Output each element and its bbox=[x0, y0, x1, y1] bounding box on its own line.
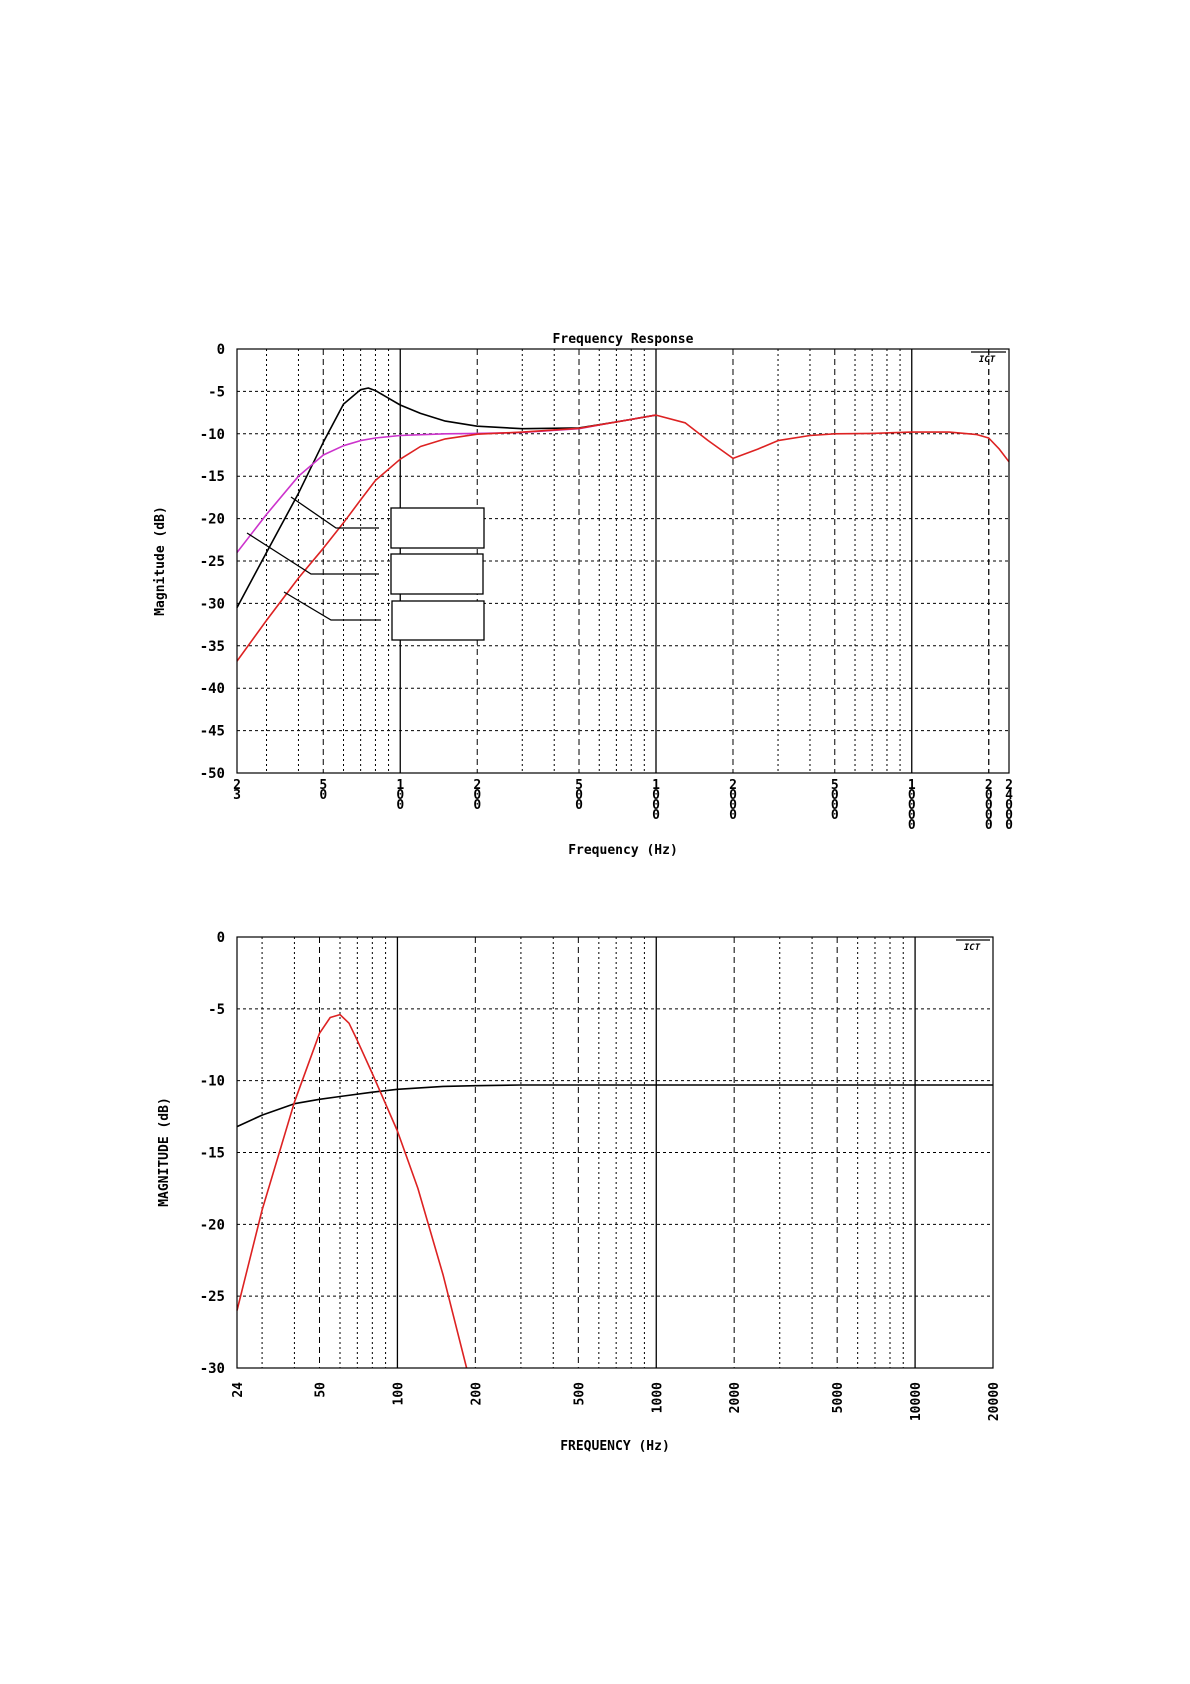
chart1-y-axis-label: Magnitude (dB) bbox=[153, 506, 168, 616]
chart1-plot-frame bbox=[236, 348, 1010, 774]
y-tick-label: -30 bbox=[200, 596, 225, 612]
chart2-series bbox=[236, 1013, 993, 1369]
chart2-y-tick-labels: 0 -5 -10 -15 -20 -25 -30 bbox=[200, 930, 225, 1377]
chart2-x-tick-labels: 24 50 100 200 500 1000 2000 5000 10000 20000 bbox=[231, 1382, 1002, 1421]
series-line-2 bbox=[236, 1013, 468, 1369]
callout-box bbox=[390, 553, 484, 595]
series-line-3 bbox=[236, 414, 1010, 662]
y-tick-label: -15 bbox=[200, 469, 225, 485]
x-tick-label: 200 bbox=[469, 1382, 484, 1406]
chart1-grid bbox=[237, 349, 1009, 773]
y-tick-label: -10 bbox=[200, 1074, 225, 1090]
y-tick-label: -50 bbox=[200, 766, 225, 782]
chart1-y-tick-labels: 0 -5 -10 -15 -20 -25 -30 -35 -40 -45 -50 bbox=[200, 342, 225, 782]
y-tick-label: 0 bbox=[217, 930, 225, 946]
chart1-x-axis-label: Frequency (Hz) bbox=[568, 843, 678, 858]
chart1-series bbox=[236, 387, 1010, 662]
y-tick-label: -5 bbox=[208, 1002, 225, 1018]
y-tick-label: -5 bbox=[208, 384, 225, 400]
x-tick-label: 24 bbox=[231, 1382, 246, 1398]
x-tick-label: 500 bbox=[572, 1382, 587, 1406]
callout-leader-line bbox=[283, 591, 381, 621]
callout-box bbox=[391, 600, 485, 641]
x-tick-label: 20000 bbox=[987, 1382, 1002, 1421]
y-tick-label: -20 bbox=[200, 1217, 225, 1233]
y-tick-label: -40 bbox=[200, 681, 225, 697]
series-line-1 bbox=[236, 387, 657, 608]
callout-leader-line bbox=[290, 496, 379, 529]
chart1-logo-icon: ICT bbox=[971, 351, 1006, 365]
x-tick-label: 50 bbox=[314, 1382, 329, 1398]
chart2-y-axis-label: MAGNITUDE (dB) bbox=[157, 1097, 172, 1207]
chart1-x-tick-labels: 2 3 5 0 1 0 0 2 0 0 5 0 0 1 0 0 0 2 0 0 0 5 0 0 0 1 0 0 0 0 2 0 0 0 0 2 4 0 0 0 bbox=[233, 778, 1013, 833]
frequency-response-chart-2: 0 -5 -10 -15 -20 -25 -30 24 50 100 200 500 1000 2000… bbox=[157, 930, 1002, 1454]
svg-text:ICT: ICT bbox=[964, 943, 981, 953]
svg-text:ICT: ICT bbox=[979, 355, 996, 365]
y-tick-label: -15 bbox=[200, 1146, 225, 1162]
frequency-response-chart-1: 0 -5 -10 -15 -20 -25 -30 -35 -40 -45 -50 2 3 5 0 1 0 0 2 0… bbox=[153, 332, 1013, 858]
chart2-logo-icon: ICT bbox=[956, 939, 990, 953]
series-line-1 bbox=[236, 1084, 993, 1128]
chart2-plot-frame bbox=[236, 936, 994, 1369]
chart1-title: Frequency Response bbox=[553, 332, 694, 347]
chart2-x-axis-label: FREQUENCY (Hz) bbox=[560, 1439, 670, 1454]
y-tick-label: -35 bbox=[200, 639, 225, 655]
x-tick-label: 1000 bbox=[650, 1382, 665, 1413]
chart1-legend-callouts bbox=[246, 496, 485, 641]
y-tick-label: 0 bbox=[217, 342, 225, 358]
y-tick-label: -20 bbox=[200, 512, 225, 528]
y-tick-label: -25 bbox=[200, 1289, 225, 1305]
chart2-grid bbox=[237, 937, 993, 1368]
y-tick-label: -30 bbox=[200, 1361, 225, 1377]
callout-box bbox=[390, 507, 485, 549]
x-tick-label: 100 bbox=[391, 1382, 406, 1406]
y-tick-label: -10 bbox=[200, 427, 225, 443]
x-tick-label: 2000 bbox=[728, 1382, 743, 1413]
y-tick-label: -45 bbox=[200, 724, 225, 740]
callout-leader-line bbox=[246, 532, 379, 575]
x-tick-label: 10000 bbox=[909, 1382, 924, 1421]
x-tick-label: 5000 bbox=[831, 1382, 846, 1413]
y-tick-label: -25 bbox=[200, 554, 225, 570]
